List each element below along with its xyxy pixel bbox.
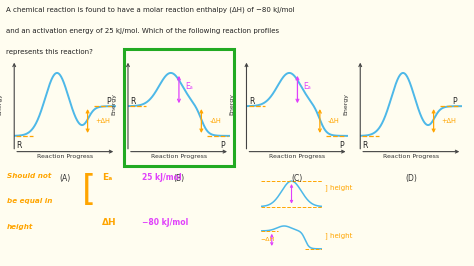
Text: (A): (A) bbox=[60, 174, 71, 183]
Text: and an activation energy of 25 kJ/mol. Which of the following reaction profiles: and an activation energy of 25 kJ/mol. W… bbox=[6, 28, 279, 34]
Text: +ΔH: +ΔH bbox=[96, 118, 110, 124]
Text: -ΔH: -ΔH bbox=[210, 118, 221, 124]
Text: A chemical reaction is found to have a molar reaction enthalpy (ΔH) of −80 kJ/mo: A chemical reaction is found to have a m… bbox=[6, 7, 294, 13]
Text: Energy: Energy bbox=[344, 93, 348, 115]
Text: Energy: Energy bbox=[230, 93, 235, 115]
Text: R: R bbox=[249, 97, 254, 106]
Text: −80 kJ/mol: −80 kJ/mol bbox=[142, 218, 189, 227]
Text: P: P bbox=[220, 141, 225, 150]
Text: [: [ bbox=[82, 173, 96, 207]
Text: (B): (B) bbox=[173, 174, 184, 183]
Text: Reaction Progress: Reaction Progress bbox=[383, 154, 439, 159]
Text: Reaction Progress: Reaction Progress bbox=[269, 154, 326, 159]
Text: (C): (C) bbox=[292, 174, 303, 183]
Text: Reaction Progress: Reaction Progress bbox=[37, 154, 93, 159]
Text: R: R bbox=[17, 141, 22, 150]
Text: Eₐ: Eₐ bbox=[102, 173, 112, 182]
Text: R: R bbox=[130, 97, 136, 106]
Text: 25 kJ/mol: 25 kJ/mol bbox=[142, 173, 182, 182]
Text: height: height bbox=[7, 223, 34, 230]
Text: -ΔH: -ΔH bbox=[328, 118, 340, 124]
Text: Eₐ: Eₐ bbox=[185, 82, 193, 90]
Text: ] height: ] height bbox=[325, 232, 352, 239]
Text: Eₐ: Eₐ bbox=[303, 82, 311, 90]
Text: Energy: Energy bbox=[111, 93, 116, 115]
Text: R: R bbox=[363, 141, 368, 150]
Text: +ΔH: +ΔH bbox=[442, 118, 456, 124]
Text: Should not: Should not bbox=[7, 173, 52, 179]
Text: Energy: Energy bbox=[0, 93, 2, 115]
Text: represents this reaction?: represents this reaction? bbox=[6, 49, 92, 55]
Text: P: P bbox=[453, 97, 457, 106]
Text: P: P bbox=[339, 141, 344, 150]
Text: (D): (D) bbox=[405, 174, 417, 183]
Text: P: P bbox=[107, 97, 111, 106]
Text: be equal in: be equal in bbox=[7, 198, 53, 204]
Text: Reaction Progress: Reaction Progress bbox=[151, 154, 207, 159]
Text: ] height: ] height bbox=[325, 184, 352, 191]
Text: −ΔH: −ΔH bbox=[261, 237, 275, 242]
Text: ΔH: ΔH bbox=[102, 218, 117, 227]
